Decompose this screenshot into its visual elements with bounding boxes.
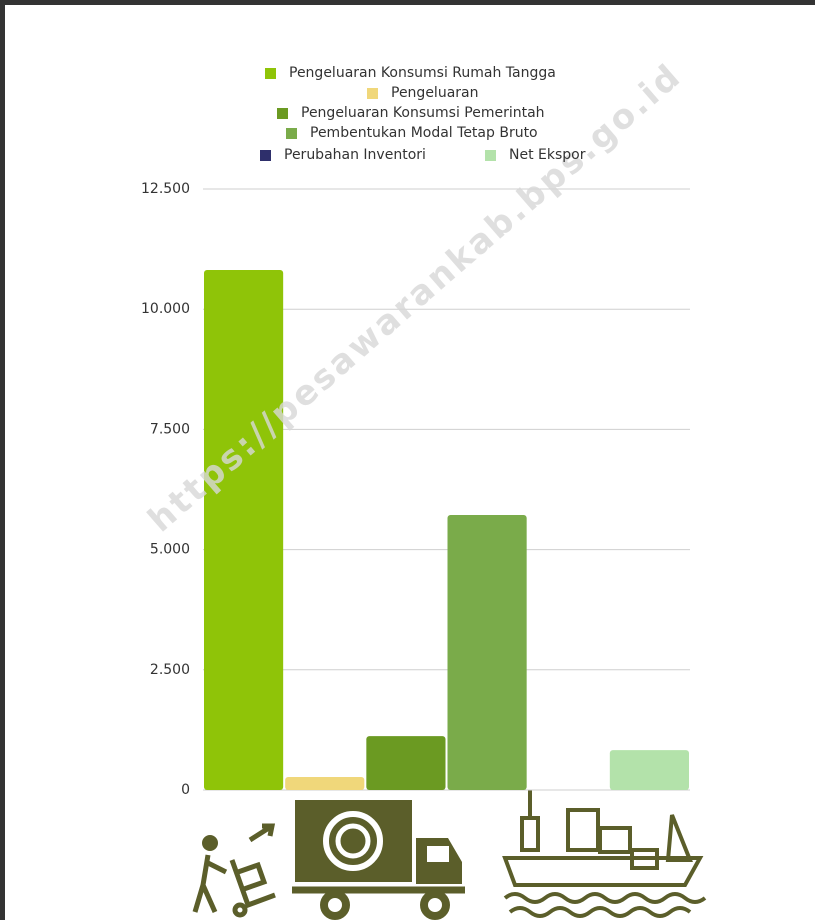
y-tick-label: 10.000 <box>141 301 190 317</box>
legend-label: Pengeluaran Konsumsi Pemerintah <box>301 105 545 121</box>
icon-ship <box>520 790 540 852</box>
icon-person <box>192 854 228 914</box>
legend-label: Pengeluaran Konsumsi Rumah Tangga <box>289 65 556 81</box>
icon-truck <box>323 811 383 871</box>
y-tick-label: 7.500 <box>150 421 190 437</box>
icon-truck <box>420 890 450 920</box>
legend-label: Pengeluaran <box>391 85 478 101</box>
y-tick-label: 5.000 <box>150 542 190 558</box>
icon-truck <box>427 846 449 862</box>
y-tick-label: 0 <box>181 782 190 798</box>
legend-label: Pembentukan Modal Tetap Bruto <box>310 125 538 141</box>
legend-swatch <box>260 150 271 161</box>
icon-trolley <box>229 859 276 909</box>
icon-person <box>202 835 218 851</box>
icons <box>192 790 707 920</box>
icon-water <box>503 892 707 918</box>
bar <box>285 777 365 790</box>
legend-swatch <box>265 68 276 79</box>
legend-swatch <box>485 150 496 161</box>
icon-truck <box>320 890 350 920</box>
icon-ship <box>598 826 632 854</box>
y-tick-label: 2.500 <box>150 662 190 678</box>
legend-label: Perubahan Inventori <box>284 147 426 163</box>
bar <box>204 270 284 791</box>
icon-arrow <box>248 823 276 843</box>
legend-swatch <box>286 128 297 139</box>
bar <box>447 514 527 790</box>
legend-swatch <box>367 88 378 99</box>
icon-trolley <box>232 902 248 918</box>
bar <box>609 750 689 790</box>
icon-ship <box>502 856 704 887</box>
legend-swatch <box>277 108 288 119</box>
icon-truck <box>335 823 371 859</box>
icon-ship <box>665 814 693 862</box>
icon-ship <box>566 808 600 852</box>
y-tick-label: 12.500 <box>141 181 190 197</box>
bar <box>366 736 446 790</box>
legend-label: Net Ekspor <box>509 147 586 163</box>
